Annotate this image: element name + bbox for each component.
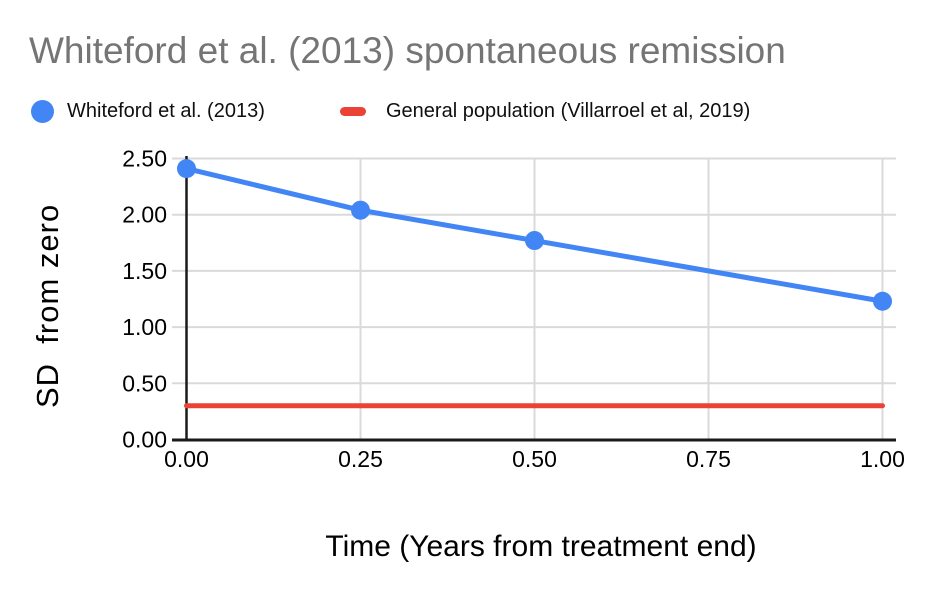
series-line-0 [184, 166, 885, 304]
legend-label-general-population: General population (Villarroel et al, 20… [386, 99, 751, 122]
dash-series-marker-icon [340, 106, 366, 116]
series-point [351, 200, 370, 220]
y-tick-label: 2.00 [122, 202, 167, 228]
chart-title: Whiteford et al. (2013) spontaneous remi… [29, 30, 786, 71]
x-tick-label: 0.50 [512, 446, 557, 472]
x-tick-label: 0.25 [338, 446, 383, 472]
legend-label-whiteford: Whiteford et al. (2013) [67, 99, 265, 122]
series-point [873, 291, 892, 311]
y-tick-label: 1.00 [122, 314, 167, 340]
x-tick-label: 1.00 [860, 446, 905, 472]
y-tick-label: 1.50 [122, 258, 167, 284]
legend-item-general-population: General population (Villarroel et al, 20… [340, 98, 750, 124]
circle-series-marker-icon [31, 99, 54, 123]
y-tick-label: 2.50 [122, 146, 167, 172]
legend-item-whiteford: Whiteford et al. (2013) [31, 98, 265, 124]
x-tick-label: 0.00 [164, 446, 209, 472]
series-point [525, 231, 544, 251]
y-tick-label: 0.00 [122, 427, 167, 453]
x-axis-title: Time (Years from treatment end) [325, 530, 757, 563]
x-tick-label: 0.75 [686, 446, 731, 472]
series-point [177, 159, 196, 179]
y-tick-label: 0.50 [122, 370, 167, 396]
